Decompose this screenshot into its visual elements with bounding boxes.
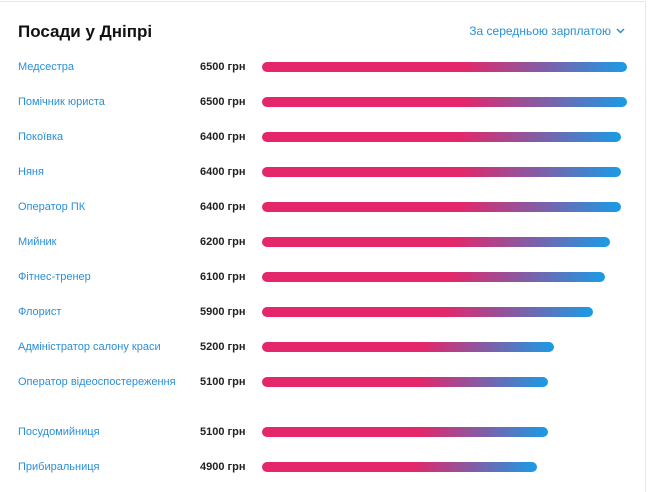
job-row: Оператор ПК 6400 грн — [0, 200, 645, 230]
job-link[interactable]: Помічник юриста — [18, 96, 105, 108]
job-row: Фітнес-тренер 6100 грн — [0, 270, 645, 300]
salary-value: 6400 грн — [200, 131, 246, 143]
salary-value: 5200 грн — [200, 341, 246, 353]
salary-bar — [262, 272, 605, 282]
salary-value: 5900 грн — [200, 306, 246, 318]
salary-bar — [262, 97, 627, 107]
card-title: Посади у Дніпрі — [18, 22, 153, 41]
salary-value: 6500 грн — [200, 96, 246, 108]
job-link[interactable]: Медсестра — [18, 61, 74, 73]
job-link[interactable]: Мийник — [18, 236, 57, 248]
job-row: Няня 6400 грн — [0, 165, 645, 195]
salary-bar — [262, 462, 538, 472]
salary-bar — [262, 62, 627, 72]
job-link[interactable]: Прибиральниця — [18, 461, 100, 473]
salary-bar — [262, 202, 622, 212]
salary-bar — [262, 167, 622, 177]
job-row: Прибиральниця 4900 грн — [0, 460, 645, 490]
job-link[interactable]: Посудомийниця — [18, 426, 100, 438]
job-link[interactable]: Покоївка — [18, 131, 64, 143]
job-row: Адміністратор салону краси 5200 грн — [0, 340, 645, 370]
salary-value: 6200 грн — [200, 236, 246, 248]
salary-bar — [262, 307, 594, 317]
job-link[interactable]: Фітнес-тренер — [18, 271, 91, 283]
job-row: Посудомийниця 5100 грн — [0, 425, 645, 455]
salary-bar — [262, 342, 554, 352]
job-row: Покоївка 6400 грн — [0, 130, 645, 160]
job-link[interactable]: Няня — [18, 166, 44, 178]
job-row: Медсестра 6500 грн — [0, 60, 645, 90]
salary-bar — [262, 377, 549, 387]
job-row: Мийник 6200 грн — [0, 235, 645, 265]
salary-value: 4900 грн — [200, 461, 246, 473]
salary-bar — [262, 132, 622, 142]
salary-value: 6100 грн — [200, 271, 246, 283]
salary-value: 5100 грн — [200, 426, 246, 438]
salary-bar — [262, 427, 549, 437]
sort-label: За середньою зарплатою — [469, 24, 611, 38]
job-link[interactable]: Оператор ПК — [18, 201, 86, 213]
job-row: Помічник юриста 6500 грн — [0, 95, 645, 125]
sort-dropdown[interactable]: За середньою зарплатою — [469, 24, 625, 38]
job-link[interactable]: Флорист — [18, 306, 62, 318]
job-row: Оператор відеоспостереження 5100 грн — [0, 375, 645, 405]
salary-value: 6400 грн — [200, 166, 246, 178]
salary-value: 6400 грн — [200, 201, 246, 213]
job-row: Флорист 5900 грн — [0, 305, 645, 335]
chevron-down-icon — [616, 28, 625, 34]
salary-bar — [262, 237, 611, 247]
job-link[interactable]: Оператор відеоспостереження — [18, 376, 176, 388]
salary-value: 6500 грн — [200, 61, 246, 73]
salary-value: 5100 грн — [200, 376, 246, 388]
job-link[interactable]: Адміністратор салону краси — [18, 341, 161, 353]
